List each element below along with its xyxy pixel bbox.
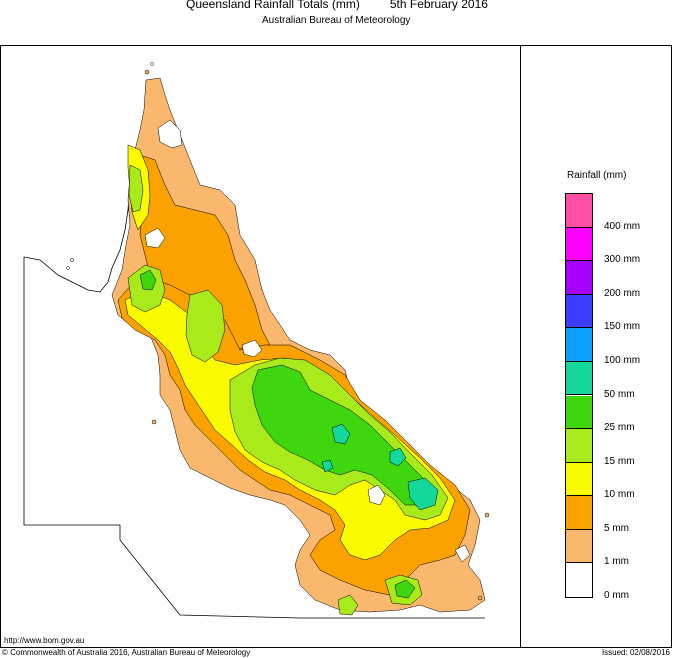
state-boundary [23, 257, 485, 619]
map-subtitle: Australian Bureau of Meteorology [262, 15, 411, 26]
rain-zone-0mm-southeast [454, 544, 471, 563]
legend-swatch [566, 261, 592, 295]
legend-label: 10 mm [604, 489, 635, 501]
island [477, 595, 483, 601]
legend-swatch [566, 328, 592, 362]
rain-zone-15mm-mid [185, 289, 226, 363]
island [151, 419, 157, 425]
rain-zone-25mm-west [139, 269, 157, 291]
island [144, 69, 150, 75]
gulf-coastline [23, 159, 135, 293]
rain-zone-0mm-south [367, 484, 386, 506]
rain-zone-50mm-b [407, 477, 439, 511]
legend-swatch [566, 361, 592, 396]
legend-label: 150 mm [604, 321, 641, 333]
legend-swatch [566, 462, 592, 497]
rain-zone-15mm-southwest [337, 594, 359, 616]
legend-label: 50 mm [604, 388, 635, 400]
legend-swatch [566, 194, 592, 228]
legend-swatch [566, 395, 592, 430]
rain-zone-15mm-cape [128, 164, 144, 213]
legend-label: 300 mm [604, 254, 641, 266]
legend-swatch [566, 496, 592, 530]
legend-swatch [566, 529, 592, 564]
legend-label: 15 mm [604, 455, 635, 467]
title-text: Queensland Rainfall Totals (mm) [186, 0, 360, 11]
legend-label: 5 mm [604, 522, 629, 534]
rain-zone-50mm-d [321, 459, 334, 473]
island [66, 266, 70, 270]
rain-zone-0mm-cape [157, 119, 183, 149]
rain-zone-50mm-c [389, 447, 407, 467]
legend-swatch [566, 294, 592, 329]
island [484, 512, 490, 518]
island [70, 258, 74, 262]
rain-zone-0mm-west [144, 227, 166, 249]
legend-label: 400 mm [604, 220, 641, 232]
title-date: 5th February 2016 [389, 0, 488, 11]
island [150, 62, 154, 66]
rain-zone-25mm-south [394, 579, 416, 599]
map-title: Queensland Rainfall Totals (mm) 5th Febru… [186, 0, 488, 11]
legend-label: 1 mm [604, 556, 629, 568]
legend-swatch [566, 429, 592, 463]
legend-label: 200 mm [604, 287, 641, 299]
footer-copyright: © Commonwealth of Australia 2016, Austra… [2, 648, 251, 657]
legend-label: 0 mm [604, 590, 629, 601]
legend-swatch [566, 563, 592, 597]
queensland-map [23, 62, 490, 619]
legend-divider [520, 45, 521, 648]
rain-zone-0mm-mid [241, 339, 263, 358]
legend-title: Rainfall (mm) [567, 170, 627, 181]
footer-url: http://www.bom.gov.au [4, 636, 85, 645]
legend-swatch [566, 227, 592, 262]
rain-zone-50mm-a [331, 423, 351, 445]
footer-issued-date: Issued: 02/08/2016 [601, 648, 670, 657]
legend-label: 100 mm [604, 354, 641, 366]
legend-color-bar [565, 193, 593, 598]
legend-label: 25 mm [604, 422, 635, 434]
